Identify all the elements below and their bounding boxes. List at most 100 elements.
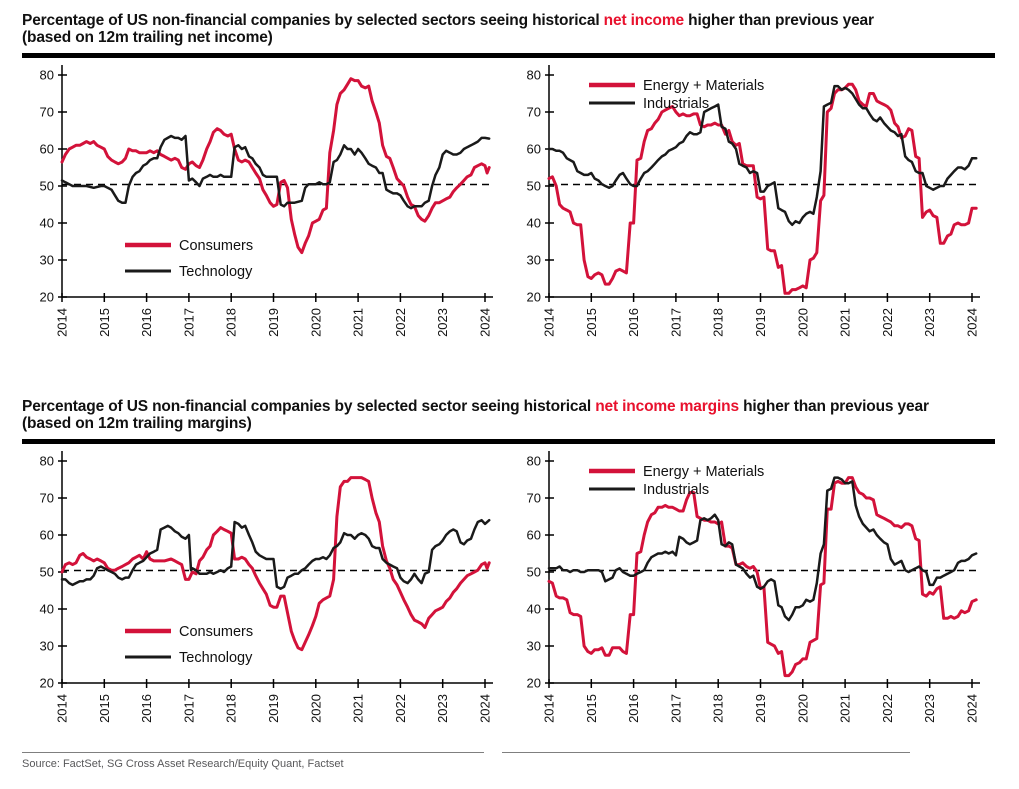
- y-tick-label: 70: [527, 105, 541, 120]
- y-tick-label: 40: [527, 602, 541, 617]
- x-tick-label: 2024: [478, 308, 493, 337]
- chart-net-income-energy-industrials: 20 30 40 50 60 70 80 2014 2015 2016 2017 2018 2019 20…: [509, 61, 986, 356]
- series-line-consumers: [60, 476, 491, 652]
- x-tick-label: 2024: [965, 308, 980, 337]
- x-tick-label: 2015: [97, 308, 112, 337]
- y-tick-label: 70: [527, 491, 541, 506]
- x-tick-label: 2022: [880, 694, 895, 723]
- chart-net-income-consumers-technology: 20 30 40 50 60 70 80 2014 2015 2016 2017 2018 2019 20…: [22, 61, 499, 356]
- y-tick-label: 80: [40, 454, 54, 469]
- chart-canvas-bottom-left: 20 30 40 50 60 70 80 2014 2015 2016 2017 2018 2019 20…: [40, 451, 493, 723]
- charts-row-margins: 20 30 40 50 60 70 80 2014 2015 2016 2017 2018 2019 20…: [22, 447, 995, 742]
- x-tick-label: 2020: [795, 308, 810, 337]
- title-text: Percentage of US non-financial companies…: [22, 398, 596, 415]
- series-line-technology: [60, 134, 491, 210]
- x-tick-label: 2016: [139, 694, 154, 723]
- x-tick-label: 2014: [542, 308, 557, 337]
- title-line-1: Percentage of US non-financial companies…: [22, 398, 995, 415]
- title-line-2: (based on 12m trailing margins): [22, 415, 252, 432]
- x-tick-label: 2024: [965, 694, 980, 723]
- x-tick-label: 2022: [880, 308, 895, 337]
- x-tick-label: 2015: [584, 308, 599, 337]
- title-text: higher than previous year: [683, 12, 874, 29]
- axes: [545, 65, 980, 302]
- legend-label: Technology: [179, 264, 253, 280]
- y-tick-label: 40: [527, 216, 541, 231]
- y-tick-label: 30: [527, 253, 541, 268]
- x-tick-label: 2021: [838, 694, 853, 723]
- x-tick-label: 2014: [55, 308, 70, 337]
- y-tick-label: 50: [527, 565, 541, 580]
- x-tick-label: 2022: [393, 694, 408, 723]
- y-tick-label: 20: [40, 290, 54, 305]
- title-highlight: net income margins: [595, 398, 739, 415]
- footer-divider-left: [22, 752, 484, 753]
- charts-row-net-income: 20 30 40 50 60 70 80 2014 2015 2016 2017 2018 2019 20…: [22, 61, 995, 356]
- x-tick-label: 2014: [542, 694, 557, 723]
- y-tick-label: 50: [40, 565, 54, 580]
- chart-canvas-top-left: 20 30 40 50 60 70 80 2014 2015 2016 2017 2018 2019 20…: [40, 65, 493, 337]
- x-tick-label: 2021: [351, 694, 366, 723]
- y-tick-label: 30: [40, 639, 54, 654]
- section-title-net-income-margins: Percentage of US non-financial companies…: [22, 398, 995, 432]
- series-line-industrials: [547, 84, 978, 227]
- chart-canvas-bottom-right: 20 30 40 50 60 70 80 2014 2015 2016 2017 2018 2019 20…: [527, 451, 980, 723]
- axes: [58, 451, 493, 688]
- x-tick-label: 2022: [393, 308, 408, 337]
- series-line-industrials: [547, 476, 978, 622]
- x-tick-label: 2019: [266, 308, 281, 337]
- x-tick-label: 2018: [224, 308, 239, 337]
- x-tick-label: 2015: [97, 694, 112, 723]
- title-text: higher than previous year: [738, 398, 929, 415]
- x-tick-label: 2017: [181, 694, 196, 723]
- x-tick-label: 2014: [55, 694, 70, 723]
- x-tick-label: 2016: [139, 308, 154, 337]
- y-tick-label: 60: [527, 142, 541, 157]
- x-tick-label: 2019: [753, 694, 768, 723]
- legend-label: Energy + Materials: [643, 464, 764, 480]
- x-tick-label: 2020: [308, 694, 323, 723]
- legend-label: Energy + Materials: [643, 78, 764, 94]
- x-tick-label: 2015: [584, 694, 599, 723]
- y-tick-label: 80: [40, 68, 54, 83]
- legend-label: Consumers: [179, 238, 253, 254]
- x-tick-label: 2023: [435, 308, 450, 337]
- series-line-energy-materials: [547, 82, 978, 295]
- y-tick-label: 20: [40, 676, 54, 691]
- y-tick-label: 20: [527, 676, 541, 691]
- y-tick-label: 20: [527, 290, 541, 305]
- x-tick-label: 2021: [838, 308, 853, 337]
- title-divider: [22, 53, 995, 58]
- y-tick-label: 60: [40, 528, 54, 543]
- y-tick-label: 30: [527, 639, 541, 654]
- title-line-1: Percentage of US non-financial companies…: [22, 12, 995, 29]
- x-tick-label: 2023: [435, 694, 450, 723]
- x-tick-label: 2024: [478, 694, 493, 723]
- y-tick-label: 50: [40, 179, 54, 194]
- series-line-technology: [60, 518, 491, 590]
- series-line-consumers: [60, 77, 491, 255]
- y-tick-label: 80: [527, 68, 541, 83]
- axes: [545, 451, 980, 688]
- legend-label: Industrials: [643, 482, 709, 498]
- x-tick-label: 2018: [711, 308, 726, 337]
- x-tick-label: 2023: [922, 308, 937, 337]
- y-tick-label: 40: [40, 216, 54, 231]
- title-line-2: (based on 12m trailing net income): [22, 29, 273, 46]
- x-tick-label: 2016: [626, 308, 641, 337]
- x-tick-label: 2019: [266, 694, 281, 723]
- y-tick-label: 60: [527, 528, 541, 543]
- y-tick-label: 40: [40, 602, 54, 617]
- title-divider: [22, 439, 995, 444]
- x-tick-label: 2018: [224, 694, 239, 723]
- section-net-income: Percentage of US non-financial companies…: [22, 12, 995, 356]
- y-tick-label: 30: [40, 253, 54, 268]
- x-tick-label: 2023: [922, 694, 937, 723]
- footer-divider: [22, 752, 995, 753]
- title-text: Percentage of US non-financial companies…: [22, 12, 604, 29]
- x-tick-label: 2021: [351, 308, 366, 337]
- x-tick-label: 2016: [626, 694, 641, 723]
- x-tick-label: 2019: [753, 308, 768, 337]
- y-tick-label: 70: [40, 491, 54, 506]
- section-net-income-margins: Percentage of US non-financial companies…: [22, 398, 995, 742]
